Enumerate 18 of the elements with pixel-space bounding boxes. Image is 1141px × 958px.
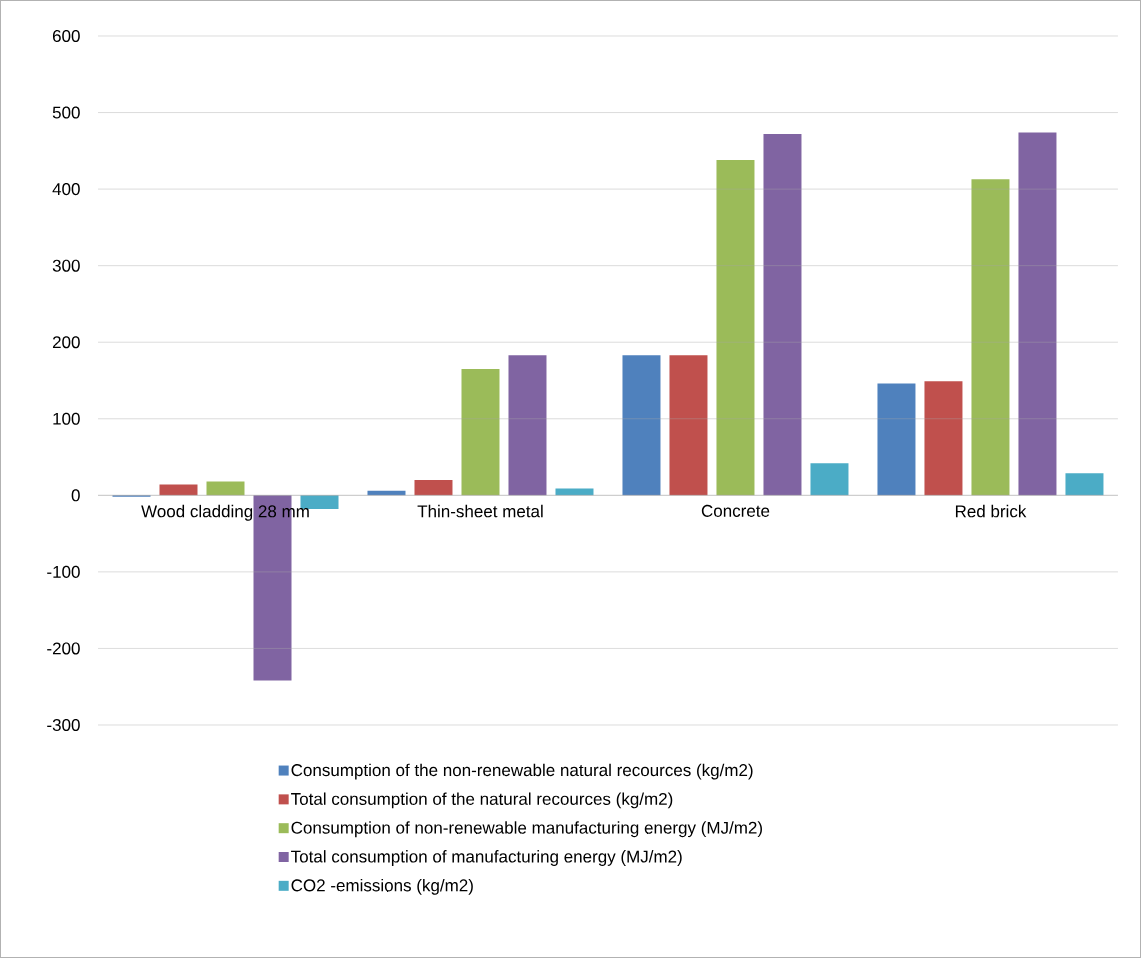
y-tick-label: 500 <box>52 106 80 119</box>
x-tick-label: Concrete <box>701 504 770 517</box>
y-tick-label: -100 <box>47 565 80 578</box>
x-tick-label: Thin-sheet metal <box>417 504 543 518</box>
y-tick-label: 0 <box>71 489 80 502</box>
y-tick-label: 100 <box>53 412 80 425</box>
legend-label: Total consumption of the natural recources (kg/m2) <box>291 792 673 809</box>
legend-label: CO2 -emissions (kg/m2) <box>291 878 473 895</box>
x-tick-label: Red brick <box>955 504 1027 518</box>
y-tick-label: 300 <box>52 259 80 272</box>
y-tick-label: -300 <box>47 718 80 732</box>
legend-label: Consumption of the non-renewable natural recources (kg/m2) <box>291 763 753 780</box>
y-tick-label: -200 <box>47 642 80 655</box>
y-tick-label: 400 <box>52 183 80 196</box>
legend-label: Consumption of non-renewable manufacturing energy (MJ/m2) <box>291 821 762 838</box>
y-tick-label: 200 <box>52 336 80 349</box>
legend-label: Total consumption of manufacturing energy (MJ/m2) <box>291 850 682 866</box>
y-tick-label: 600 <box>52 29 80 43</box>
